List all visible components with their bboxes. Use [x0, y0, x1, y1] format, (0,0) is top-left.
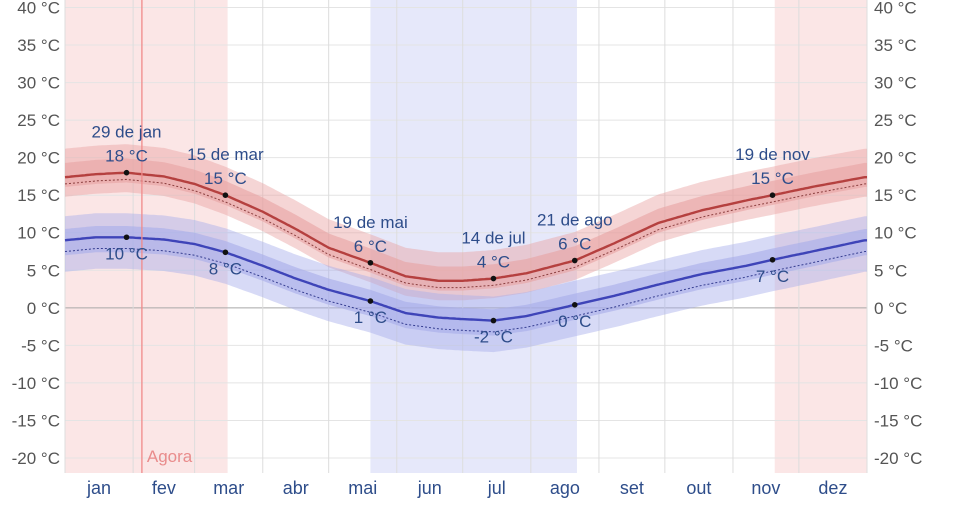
y-tick-label-right: 0 °C: [874, 299, 907, 318]
annotation-point: [367, 298, 374, 304]
y-tick-label-right: 25 °C: [874, 111, 917, 130]
annotation-date: 14 de jul: [461, 229, 525, 248]
y-tick-label-left: 30 °C: [17, 74, 60, 93]
y-tick-label-right: -10 °C: [874, 374, 922, 393]
y-tick-label-left: -10 °C: [12, 374, 60, 393]
y-tick-label-right: -20 °C: [874, 449, 922, 468]
annotation-date: 15 de mar: [187, 145, 264, 164]
annotation-date: 19 de nov: [735, 145, 810, 164]
x-tick-label-jul: jul: [487, 478, 506, 498]
annotation-point: [490, 275, 497, 282]
percentile-bands: [65, 144, 867, 353]
y-tick-label-left: -5 °C: [21, 336, 60, 355]
annotation-value: 6 °C: [558, 235, 591, 254]
y-tick-label-right: 20 °C: [874, 149, 917, 168]
y-tick-label-right: 5 °C: [874, 261, 907, 280]
annotation-value: 8 °C: [209, 259, 242, 278]
annotation-point: [490, 317, 497, 324]
x-tick-label-out: out: [686, 478, 711, 498]
y-tick-label-left: 5 °C: [27, 261, 60, 280]
axes: 40 °C 40 °C 35 °C 35 °C 30 °C 30 °C 25 °C 25 °C…: [12, 0, 923, 498]
x-tick-label-ago: ago: [550, 478, 580, 498]
y-tick-label-left: 35 °C: [17, 36, 60, 55]
season-cold-1: [370, 0, 577, 473]
high-line: [64, 171, 867, 282]
annotation-value: 1 °C: [354, 308, 387, 327]
y-tick-label-left: 40 °C: [17, 0, 60, 18]
y-tick-label-right: 15 °C: [874, 186, 917, 205]
low-band-inner: [65, 226, 867, 336]
x-tick-label-nov: nov: [751, 478, 780, 498]
y-tick-label-left: -20 °C: [12, 449, 60, 468]
y-tick-label-right: 35 °C: [874, 36, 917, 55]
x-tick-label-mai: mai: [348, 478, 377, 498]
x-tick-label-set: set: [620, 478, 644, 498]
now-label: Agora: [147, 447, 193, 466]
y-tick-label-left: -15 °C: [12, 411, 60, 430]
x-tick-label-fev: fev: [152, 478, 176, 498]
annotation-point: [769, 192, 776, 199]
annotation-value: 0 °C: [558, 312, 591, 331]
annotation-value: 15 °C: [204, 169, 247, 188]
low-dotted-line: [64, 248, 867, 333]
annotation-point: [367, 259, 374, 266]
annotation-value: 6 °C: [354, 237, 387, 256]
annotation-point: [123, 234, 130, 241]
annotation-value: 7 °C: [756, 267, 789, 286]
low-line: [64, 236, 867, 322]
x-tick-label-dez: dez: [818, 478, 847, 498]
annotation-date: 21 de ago: [537, 211, 613, 230]
annotation-point: [222, 249, 229, 256]
annotation-point: [571, 257, 578, 264]
high-band-inner: [65, 158, 867, 291]
x-tick-label-jan: jan: [86, 478, 111, 498]
annotations: 18 °C 29 de jan 10 °C 15 °C 15 de mar 8 °C 6 °…: [92, 123, 811, 347]
x-tick-label-jun: jun: [417, 478, 442, 498]
y-tick-label-left: 25 °C: [17, 111, 60, 130]
y-tick-label-left: 15 °C: [17, 186, 60, 205]
y-tick-label-right: -5 °C: [874, 336, 913, 355]
series-lines: [64, 171, 867, 333]
annotation-point: [571, 302, 578, 308]
x-tick-label-mar: mar: [213, 478, 244, 498]
y-tick-label-left: 10 °C: [17, 224, 60, 243]
annotation-value: 4 °C: [477, 253, 510, 272]
annotation-date: 19 de mai: [333, 213, 408, 232]
y-tick-label-right: 10 °C: [874, 224, 917, 243]
annotation-point: [222, 192, 229, 199]
annotation-point: [123, 169, 130, 176]
y-tick-label-left: 20 °C: [17, 149, 60, 168]
annotation-value: 10 °C: [105, 244, 148, 263]
y-tick-label-right: 40 °C: [874, 0, 917, 18]
y-tick-label-left: 0 °C: [27, 299, 60, 318]
annotation-date: 29 de jan: [92, 123, 162, 142]
annotation-value: -2 °C: [474, 328, 513, 347]
x-tick-label-abr: abr: [283, 478, 309, 498]
annotation-value: 15 °C: [751, 169, 794, 188]
y-tick-label-right: 30 °C: [874, 74, 917, 93]
annotation-point: [769, 256, 776, 263]
y-tick-label-right: -15 °C: [874, 411, 922, 430]
annotation-value: 18 °C: [105, 147, 148, 166]
now-marker: Agora: [141, 0, 193, 473]
low-band-outer: [65, 213, 867, 353]
